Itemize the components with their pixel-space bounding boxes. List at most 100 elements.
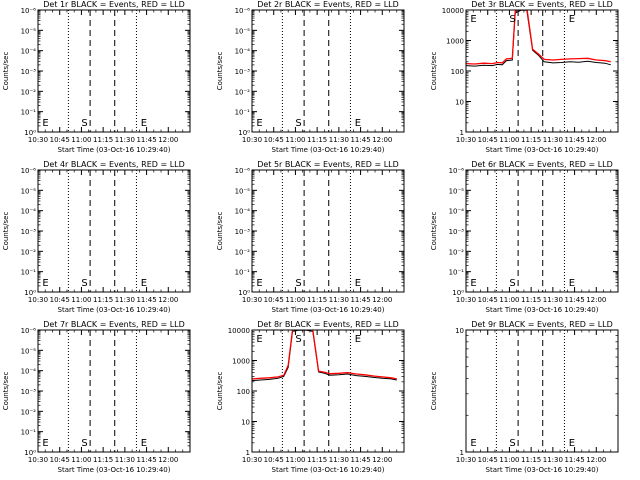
plot-frame xyxy=(37,169,191,293)
x-axis-label: Start Time (03-Oct-16 10:29:40) xyxy=(272,306,385,314)
x-tick-label: 11:45 xyxy=(350,456,370,464)
y-tick-label: 10⁻⁴ xyxy=(21,368,37,376)
y-tick-label: 10⁰ xyxy=(24,289,36,297)
y-tick-label: 10⁻³ xyxy=(235,68,251,76)
x-tick-label: 10:30 xyxy=(28,456,48,464)
y-axis-label: Counts/sec xyxy=(2,52,10,91)
x-tick-label: 11:45 xyxy=(564,456,584,464)
y-tick-label: 10⁻⁶ xyxy=(235,7,251,15)
x-tick-label: 11:15 xyxy=(307,296,327,304)
y-tick-label: 10⁻⁶ xyxy=(235,167,251,175)
panel-title: Det 8r BLACK = Events, RED = LLD xyxy=(257,320,399,329)
x-tick-label: 11:45 xyxy=(350,296,370,304)
y-tick-label: 10⁻² xyxy=(21,88,37,96)
x-tick-label: 12:00 xyxy=(158,456,178,464)
y-tick-label: 10⁻² xyxy=(21,248,37,256)
y-axis-label: Counts/sec xyxy=(2,372,10,411)
marker-letter: E xyxy=(355,334,361,345)
x-axis-label: Start Time (03-Oct-16 10:29:40) xyxy=(486,306,599,314)
x-tick-label: 10:30 xyxy=(456,136,476,144)
detector-panel-4: Det 4r BLACK = Events, RED = LLD Counts/s… xyxy=(2,160,191,314)
marker-letter: E xyxy=(141,438,147,449)
y-tick-label: 10⁻² xyxy=(449,248,465,256)
marker-letter: S xyxy=(509,438,515,449)
y-tick-label: 1 xyxy=(460,129,464,137)
detector-panel-3: Det 3r BLACK = Events, RED = LLD Counts/s… xyxy=(430,0,619,154)
y-axis-label: Counts/sec xyxy=(216,372,224,411)
x-tick-label: 10:30 xyxy=(456,456,476,464)
marker-letter: S xyxy=(295,278,301,289)
x-tick-label: 12:00 xyxy=(372,456,392,464)
panel-title: Det 4r BLACK = Events, RED = LLD xyxy=(43,160,185,169)
detector-panel-8: Det 8r BLACK = Events, RED = LLD Counts/s… xyxy=(216,320,405,474)
x-tick-label: 11:30 xyxy=(543,456,563,464)
y-tick-label: 1000 xyxy=(232,358,250,366)
x-tick-label: 11:00 xyxy=(71,136,91,144)
y-tick-label: 10⁻⁶ xyxy=(449,167,465,175)
y-tick-label: 10⁻² xyxy=(235,88,251,96)
x-tick-label: 11:00 xyxy=(499,136,519,144)
x-tick-label: 10:30 xyxy=(242,296,262,304)
x-tick-label: 10:45 xyxy=(50,296,70,304)
y-tick-label: 1 xyxy=(460,449,464,457)
marker-letter: E xyxy=(355,118,361,129)
y-tick-label: 10⁻¹ xyxy=(235,109,251,117)
x-tick-label: 10:45 xyxy=(264,296,284,304)
plot-frame xyxy=(465,9,619,133)
marker-letter: S xyxy=(509,14,515,25)
marker-letter: E xyxy=(470,278,476,289)
y-tick-label: 100 xyxy=(237,388,250,396)
x-tick-label: 10:45 xyxy=(478,456,498,464)
y-tick-label: 10⁻³ xyxy=(235,228,251,236)
detector-panel-9: Det 9r BLACK = Events, RED = LLD Counts/s… xyxy=(430,320,619,474)
panel-title: Det 3r BLACK = Events, RED = LLD xyxy=(471,0,613,9)
marker-letter: E xyxy=(42,438,48,449)
y-axis-label: Counts/sec xyxy=(430,52,438,91)
marker-letter: E xyxy=(256,118,262,129)
x-tick-label: 12:00 xyxy=(586,456,606,464)
x-tick-label: 10:45 xyxy=(478,296,498,304)
marker-letter: E xyxy=(569,14,575,25)
plot-frame xyxy=(465,329,619,453)
x-tick-label: 10:45 xyxy=(478,136,498,144)
x-tick-label: 11:30 xyxy=(543,296,563,304)
events-series-line xyxy=(252,330,397,382)
y-tick-label: 10⁰ xyxy=(452,289,464,297)
y-tick-label: 10⁻² xyxy=(21,408,37,416)
y-tick-label: 10⁻⁴ xyxy=(21,208,37,216)
y-tick-label: 10⁻⁶ xyxy=(21,7,37,15)
x-tick-label: 10:30 xyxy=(242,136,262,144)
x-tick-label: 10:45 xyxy=(50,456,70,464)
y-tick-label: 100 xyxy=(451,68,464,76)
x-tick-label: 12:00 xyxy=(372,296,392,304)
x-axis-label: Start Time (03-Oct-16 10:29:40) xyxy=(486,146,599,154)
x-tick-label: 11:45 xyxy=(350,136,370,144)
marker-letter: E xyxy=(141,118,147,129)
marker-letter: E xyxy=(470,438,476,449)
y-tick-label: 10 xyxy=(241,419,250,427)
y-tick-label: 10⁻¹ xyxy=(21,109,37,117)
y-tick-label: 10⁻⁶ xyxy=(21,327,37,335)
y-tick-label: 10000 xyxy=(228,327,250,335)
x-tick-label: 11:30 xyxy=(115,296,135,304)
marker-letter: E xyxy=(569,438,575,449)
x-tick-label: 11:00 xyxy=(499,296,519,304)
detector-panel-5: Det 5r BLACK = Events, RED = LLD Counts/s… xyxy=(216,160,405,314)
x-tick-label: 12:00 xyxy=(158,136,178,144)
x-tick-label: 11:45 xyxy=(564,296,584,304)
plot-frame xyxy=(251,169,405,293)
detector-panel-1: Det 1r BLACK = Events, RED = LLD Counts/s… xyxy=(2,0,191,154)
x-tick-label: 11:45 xyxy=(136,456,156,464)
x-axis-label: Start Time (03-Oct-16 10:29:40) xyxy=(272,146,385,154)
x-tick-label: 11:00 xyxy=(499,456,519,464)
y-axis-label: Counts/sec xyxy=(2,212,10,251)
y-tick-label: 10⁻⁵ xyxy=(21,27,37,35)
marker-letter: E xyxy=(141,278,147,289)
panel-title: Det 5r BLACK = Events, RED = LLD xyxy=(257,160,399,169)
x-tick-label: 12:00 xyxy=(158,296,178,304)
y-axis-label: Counts/sec xyxy=(430,212,438,251)
y-tick-label: 10⁻³ xyxy=(449,228,465,236)
panel-title: Det 1r BLACK = Events, RED = LLD xyxy=(43,0,185,9)
y-tick-label: 10⁻⁵ xyxy=(449,187,465,195)
y-tick-label: 10⁻⁴ xyxy=(235,48,251,56)
